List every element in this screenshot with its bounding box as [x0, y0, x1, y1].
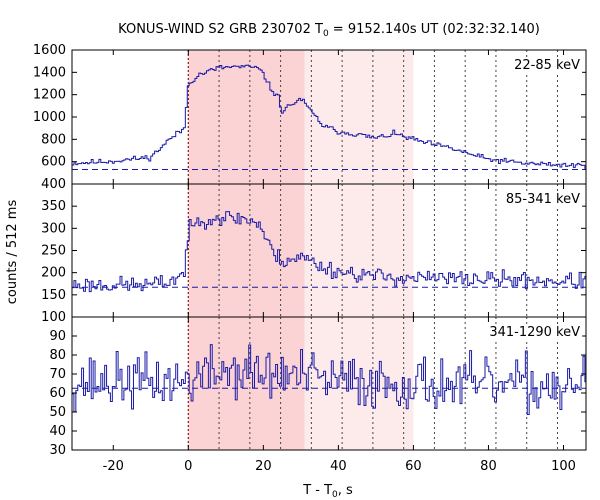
y-tick-label: 90 — [49, 329, 66, 344]
y-tick-label: 250 — [41, 244, 66, 259]
y-tick-label: 40 — [49, 424, 66, 439]
y-tick-label: 30 — [49, 443, 66, 458]
x-tick-labels: -20 0 20 40 60 80 100 — [103, 459, 576, 474]
y-tick-label: 600 — [41, 155, 66, 170]
y-tick-label: 1600 — [33, 43, 66, 58]
energy-band-label: 22-85 keV — [514, 58, 580, 73]
x-tick-label: 40 — [330, 459, 347, 474]
y-tick-label: 70 — [49, 367, 66, 382]
y-tick-label: 800 — [41, 132, 66, 147]
light-curve-series — [72, 64, 586, 169]
x-tick-label: 0 — [184, 459, 192, 474]
x-axis-label: T - T0, s — [302, 483, 353, 500]
shaded-region — [304, 184, 414, 317]
light-curve-series — [72, 211, 586, 293]
y-tick-label: 1000 — [33, 110, 66, 125]
energy-band-label-background — [512, 57, 583, 74]
panel-frame — [71, 316, 587, 451]
shaded-region — [188, 184, 305, 317]
y-tick-label: 400 — [41, 177, 66, 192]
panel-2: 100 150 200 250 300 350 85-341 keV — [41, 183, 587, 325]
shaded-region — [304, 50, 414, 184]
x-tick-label: 20 — [255, 459, 272, 474]
y-tick-label: 100 — [41, 310, 66, 325]
plot-panels: 400 600 800 1000 1200 1400 1600 22-85 keV 100 150… — [33, 43, 587, 458]
y-tick-label: 200 — [41, 266, 66, 281]
shaded-region — [304, 317, 414, 450]
panel-3: 30 40 50 60 70 80 90 341-1290 keV — [49, 316, 587, 458]
shaded-region — [188, 50, 305, 184]
y-tick-label: 1200 — [33, 88, 66, 103]
panel-1: 400 600 800 1000 1200 1400 1600 22-85 keV — [33, 43, 587, 192]
energy-band-label: 85-341 keV — [506, 192, 580, 207]
y-axis-label: counts / 512 ms — [5, 200, 20, 305]
light-curve-series — [72, 344, 586, 415]
energy-band-label: 341-1290 keV — [489, 325, 580, 340]
y-tick-label: 80 — [49, 348, 66, 363]
energy-band-label-background — [503, 191, 583, 208]
y-tick-label: 300 — [41, 221, 66, 236]
x-tick-label: -20 — [103, 459, 124, 474]
x-tick-label: 100 — [551, 459, 576, 474]
y-tick-label: 1400 — [33, 65, 66, 80]
x-tick-label: 80 — [480, 459, 497, 474]
y-tick-label: 60 — [49, 386, 66, 401]
y-tick-label: 150 — [41, 288, 66, 303]
x-tick-label: 60 — [405, 459, 422, 474]
y-tick-label: 50 — [49, 405, 66, 420]
chart-title: KONUS-WIND S2 GRB 230702 T0 = 9152.140s … — [118, 22, 540, 39]
y-tick-label: 350 — [41, 199, 66, 214]
energy-band-label-background — [487, 324, 583, 341]
